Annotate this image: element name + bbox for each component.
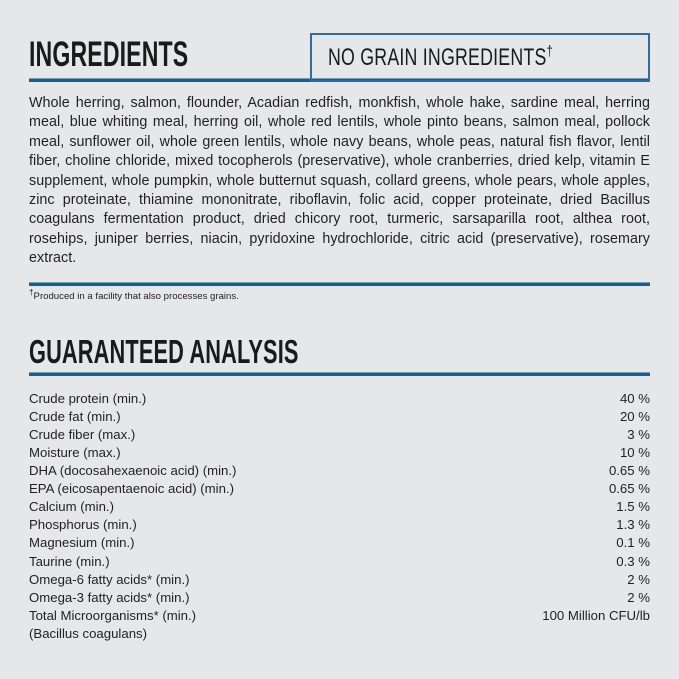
row-value: 2 % xyxy=(627,571,650,587)
row-label: Total Microorganisms* (min.) xyxy=(29,607,197,623)
badge-label: NO GRAIN INGREDIENTS† xyxy=(328,44,553,71)
row-value-empty xyxy=(438,625,650,643)
guaranteed-analysis-title: GUARANTEED ANALYSIS xyxy=(29,332,299,370)
footnote-text: Produced in a facility that also process… xyxy=(33,290,239,302)
row-label: Omega-6 fatty acids* (min.) xyxy=(29,571,190,587)
row-value: 0.1 % xyxy=(616,535,650,551)
row-value: 3 % xyxy=(627,426,650,442)
microorganism-note: (Bacillus coagulans) xyxy=(29,625,148,641)
footnote: †Produced in a facility that also proces… xyxy=(29,288,650,303)
row-label: Crude fiber (max.) xyxy=(29,426,136,442)
row-value: 1.3 % xyxy=(616,517,650,533)
badge-dagger-marker: † xyxy=(546,44,553,60)
row-value: 20 % xyxy=(619,408,650,424)
guaranteed-analysis-divider xyxy=(29,371,650,376)
row-value: 0.65 % xyxy=(608,481,650,497)
row-value: 0.65 % xyxy=(608,463,650,479)
row-label: Moisture (max.) xyxy=(29,444,121,460)
footnote-divider xyxy=(29,281,650,286)
table-row-note: (Bacillus coagulans) xyxy=(29,625,650,643)
row-value: 100 Million CFU/lb xyxy=(542,607,650,623)
table-row: Magnesium (min.) 0.1 % xyxy=(29,534,650,552)
row-label: Omega-3 fatty acids* (min.) xyxy=(29,589,190,605)
row-label: Phosphorus (min.) xyxy=(29,517,137,533)
row-label: Crude fat (min.) xyxy=(29,408,121,424)
table-row: Crude fiber (max.) 3 % xyxy=(29,426,650,444)
table-row: Calcium (min.) 1.5 % xyxy=(29,498,650,516)
row-value: 1.5 % xyxy=(616,499,650,515)
table-row: Total Microorganisms* (min.) 100 Million… xyxy=(29,607,650,625)
table-row: Omega-6 fatty acids* (min.) 2 % xyxy=(29,571,650,589)
row-value: 40 % xyxy=(619,390,650,406)
table-row: Taurine (min.) 0.3 % xyxy=(29,553,650,571)
row-label: Taurine (min.) xyxy=(29,553,110,569)
table-row: Phosphorus (min.) 1.3 % xyxy=(29,516,650,534)
ingredients-text: Whole herring, salmon, flounder, Acadian… xyxy=(29,95,650,267)
row-label: Magnesium (min.) xyxy=(29,535,135,551)
no-grain-ingredients-badge: NO GRAIN INGREDIENTS† xyxy=(310,33,650,82)
table-row: DHA (docosahexaenoic acid) (min.) 0.65 % xyxy=(29,462,650,480)
guaranteed-analysis-table-body: Crude protein (min.) 40 % Crude fat (min… xyxy=(29,390,650,643)
row-value: 2 % xyxy=(627,589,650,605)
footnote-dagger-marker: † xyxy=(29,287,34,297)
table-row: EPA (eicosapentaenoic acid) (min.) 0.65 … xyxy=(29,480,650,498)
ingredients-header: INGREDIENTS NO GRAIN INGREDIENTS† xyxy=(29,0,650,82)
row-label: DHA (docosahexaenoic acid) (min.) xyxy=(29,463,237,479)
guaranteed-analysis-header: GUARANTEED ANALYSIS xyxy=(29,320,650,372)
table-row: Omega-3 fatty acids* (min.) 2 % xyxy=(29,589,650,607)
guaranteed-analysis-table: Crude protein (min.) 40 % Crude fat (min… xyxy=(29,390,650,643)
table-row: Crude fat (min.) 20 % xyxy=(29,408,650,426)
page-title: INGREDIENTS xyxy=(29,35,189,74)
row-label: Crude protein (min.) xyxy=(29,390,147,406)
badge-text: NO GRAIN INGREDIENTS xyxy=(328,44,547,71)
table-row: Crude protein (min.) 40 % xyxy=(29,390,650,408)
row-label: EPA (eicosapentaenoic acid) (min.) xyxy=(29,481,234,497)
table-row: Moisture (max.) 10 % xyxy=(29,444,650,462)
row-label: Calcium (min.) xyxy=(29,499,114,515)
row-value: 10 % xyxy=(619,444,650,460)
row-value: 0.3 % xyxy=(616,553,650,569)
